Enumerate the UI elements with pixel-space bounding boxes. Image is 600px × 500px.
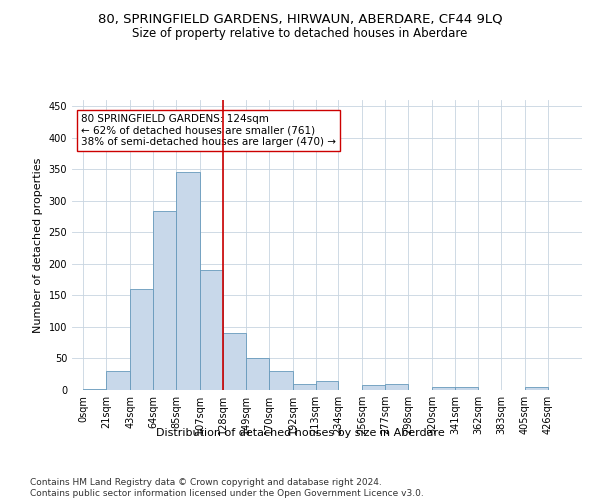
Text: Size of property relative to detached houses in Aberdare: Size of property relative to detached ho… bbox=[133, 28, 467, 40]
Bar bbox=[293, 384, 316, 390]
Bar bbox=[200, 270, 223, 390]
Bar bbox=[130, 289, 153, 390]
Bar bbox=[525, 388, 548, 390]
Bar bbox=[362, 385, 385, 390]
Bar bbox=[269, 371, 293, 390]
Bar bbox=[106, 371, 130, 390]
Bar bbox=[432, 388, 455, 390]
Bar bbox=[316, 380, 338, 390]
Text: 80 SPRINGFIELD GARDENS: 124sqm
← 62% of detached houses are smaller (761)
38% of: 80 SPRINGFIELD GARDENS: 124sqm ← 62% of … bbox=[81, 114, 336, 147]
Bar bbox=[83, 388, 106, 390]
Text: Distribution of detached houses by size in Aberdare: Distribution of detached houses by size … bbox=[155, 428, 445, 438]
Bar bbox=[176, 172, 200, 390]
Bar bbox=[385, 384, 408, 390]
Text: 80, SPRINGFIELD GARDENS, HIRWAUN, ABERDARE, CF44 9LQ: 80, SPRINGFIELD GARDENS, HIRWAUN, ABERDA… bbox=[98, 12, 502, 26]
Bar bbox=[246, 358, 269, 390]
Bar bbox=[455, 387, 478, 390]
Text: Contains HM Land Registry data © Crown copyright and database right 2024.
Contai: Contains HM Land Registry data © Crown c… bbox=[30, 478, 424, 498]
Bar bbox=[223, 334, 246, 390]
Bar bbox=[153, 211, 176, 390]
Y-axis label: Number of detached properties: Number of detached properties bbox=[33, 158, 43, 332]
